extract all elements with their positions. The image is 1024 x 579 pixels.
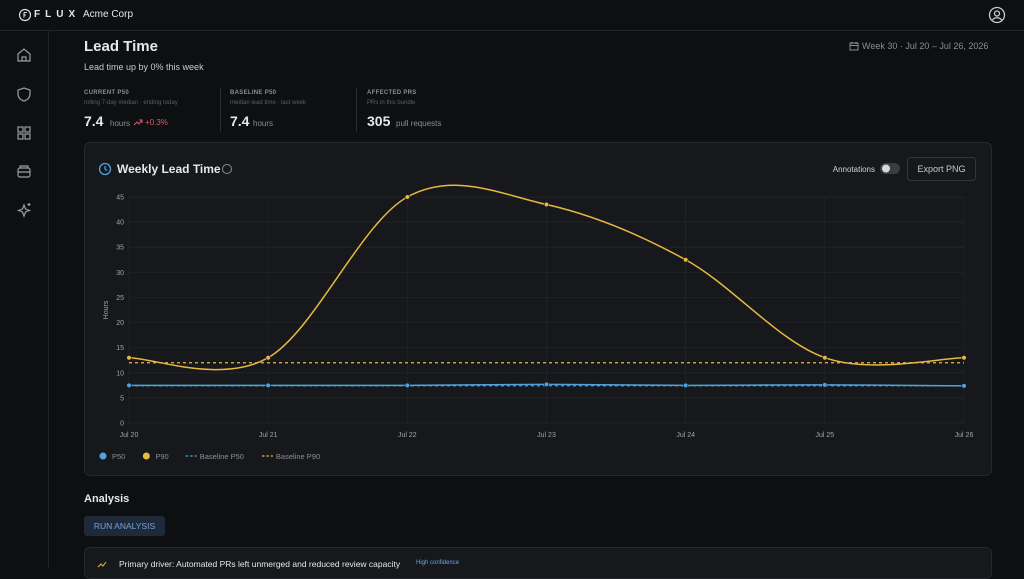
sidebar-border <box>48 30 49 568</box>
stat-value: 305 <box>367 113 391 129</box>
y-tick-label: 10 <box>116 370 124 377</box>
point <box>404 382 410 388</box>
org-name[interactable]: Acme Corp <box>83 9 134 20</box>
legend-dot <box>99 452 107 460</box>
calendar-icon <box>849 42 859 51</box>
stat-sub: rolling 7-day median · ending today <box>84 100 178 106</box>
x-tick-label: Jul 26 <box>955 432 974 439</box>
stat-value: 7.4 <box>230 113 250 129</box>
y-tick-label: 40 <box>116 220 124 227</box>
point <box>683 257 689 263</box>
legend-label: P50 <box>112 452 125 461</box>
export-label: Export PNG <box>917 164 965 174</box>
brand: FLUX <box>34 9 81 20</box>
date-range[interactable]: Week 30 · Jul 20 – Jul 26, 2026 <box>862 41 989 51</box>
stat-delta: +0.3% <box>145 118 168 127</box>
x-tick-label: Jul 22 <box>398 432 417 439</box>
point <box>961 383 967 389</box>
chart-title: Weekly Lead Time <box>117 162 221 176</box>
point <box>265 355 271 361</box>
x-tick-label: Jul 21 <box>259 432 278 439</box>
point <box>683 382 689 388</box>
user-icon[interactable] <box>988 6 1006 24</box>
info-icon[interactable] <box>222 164 232 174</box>
x-tick-label: Jul 23 <box>537 432 556 439</box>
legend-dot <box>142 452 150 460</box>
chart: Weekly Lead Time Annotations Export PNG … <box>98 157 976 461</box>
sidebar-icons[interactable] <box>16 47 32 227</box>
y-tick-label: 0 <box>120 421 124 428</box>
stat-unit: pull requests <box>396 119 442 128</box>
clock-icon <box>98 162 112 176</box>
stat-unit: hours <box>253 119 274 128</box>
point <box>543 201 550 208</box>
analysis-title: Analysis <box>84 493 130 505</box>
legend-label: P90 <box>155 452 168 461</box>
x-tick-label: Jul 24 <box>676 432 695 439</box>
y-tick-label: 5 <box>120 395 124 402</box>
stat-unit: hours <box>110 119 131 128</box>
x-tick-label: Jul 25 <box>815 432 834 439</box>
chart-card <box>84 142 992 476</box>
top-bar <box>0 0 1024 31</box>
stat-sub: median lead time · last week <box>230 100 307 106</box>
trend-icon <box>97 561 107 568</box>
stat-label: BASELINE P50 <box>230 90 277 96</box>
y-tick-label: 15 <box>116 345 124 352</box>
page-subtitle: Lead time up by 0% this week <box>84 62 204 72</box>
run-analysis-button[interactable]: RUN ANALYSIS <box>84 516 165 536</box>
point <box>126 382 132 388</box>
annotations-label: Annotations <box>833 165 875 174</box>
point <box>265 382 271 388</box>
confidence-tag: High confidence <box>416 560 460 566</box>
export-button[interactable] <box>907 157 976 181</box>
point <box>404 194 410 200</box>
y-tick-label: 30 <box>116 270 124 277</box>
y-tick-label: 45 <box>116 195 124 202</box>
finding: Primary driver: Automated PRs left unmer… <box>119 559 401 569</box>
stat-value: 7.4 <box>84 113 104 129</box>
legend-label: Baseline P50 <box>200 452 244 461</box>
stat-sub: PRs in this bundle <box>367 100 416 106</box>
clock-icon <box>104 166 108 171</box>
point <box>822 355 828 361</box>
trend-icon <box>133 119 143 126</box>
toggle-knob <box>882 164 890 173</box>
point <box>822 382 828 388</box>
y-tick-label: 35 <box>116 245 124 252</box>
point <box>543 381 550 387</box>
y-tick-label: 20 <box>116 320 124 327</box>
stat-label: CURRENT P50 <box>84 90 129 96</box>
page-title: Lead Time <box>84 38 158 55</box>
divider <box>220 88 221 132</box>
divider <box>356 88 357 132</box>
y-tick-label: 25 <box>116 295 124 302</box>
x-tick-label: Jul 20 <box>120 432 139 439</box>
point <box>126 355 132 361</box>
stat-label: AFFECTED PRS <box>367 90 417 96</box>
y-axis-label: Hours <box>103 300 110 319</box>
point <box>961 355 967 361</box>
legend-label: Baseline P90 <box>276 452 320 461</box>
logo-icon <box>18 8 32 22</box>
